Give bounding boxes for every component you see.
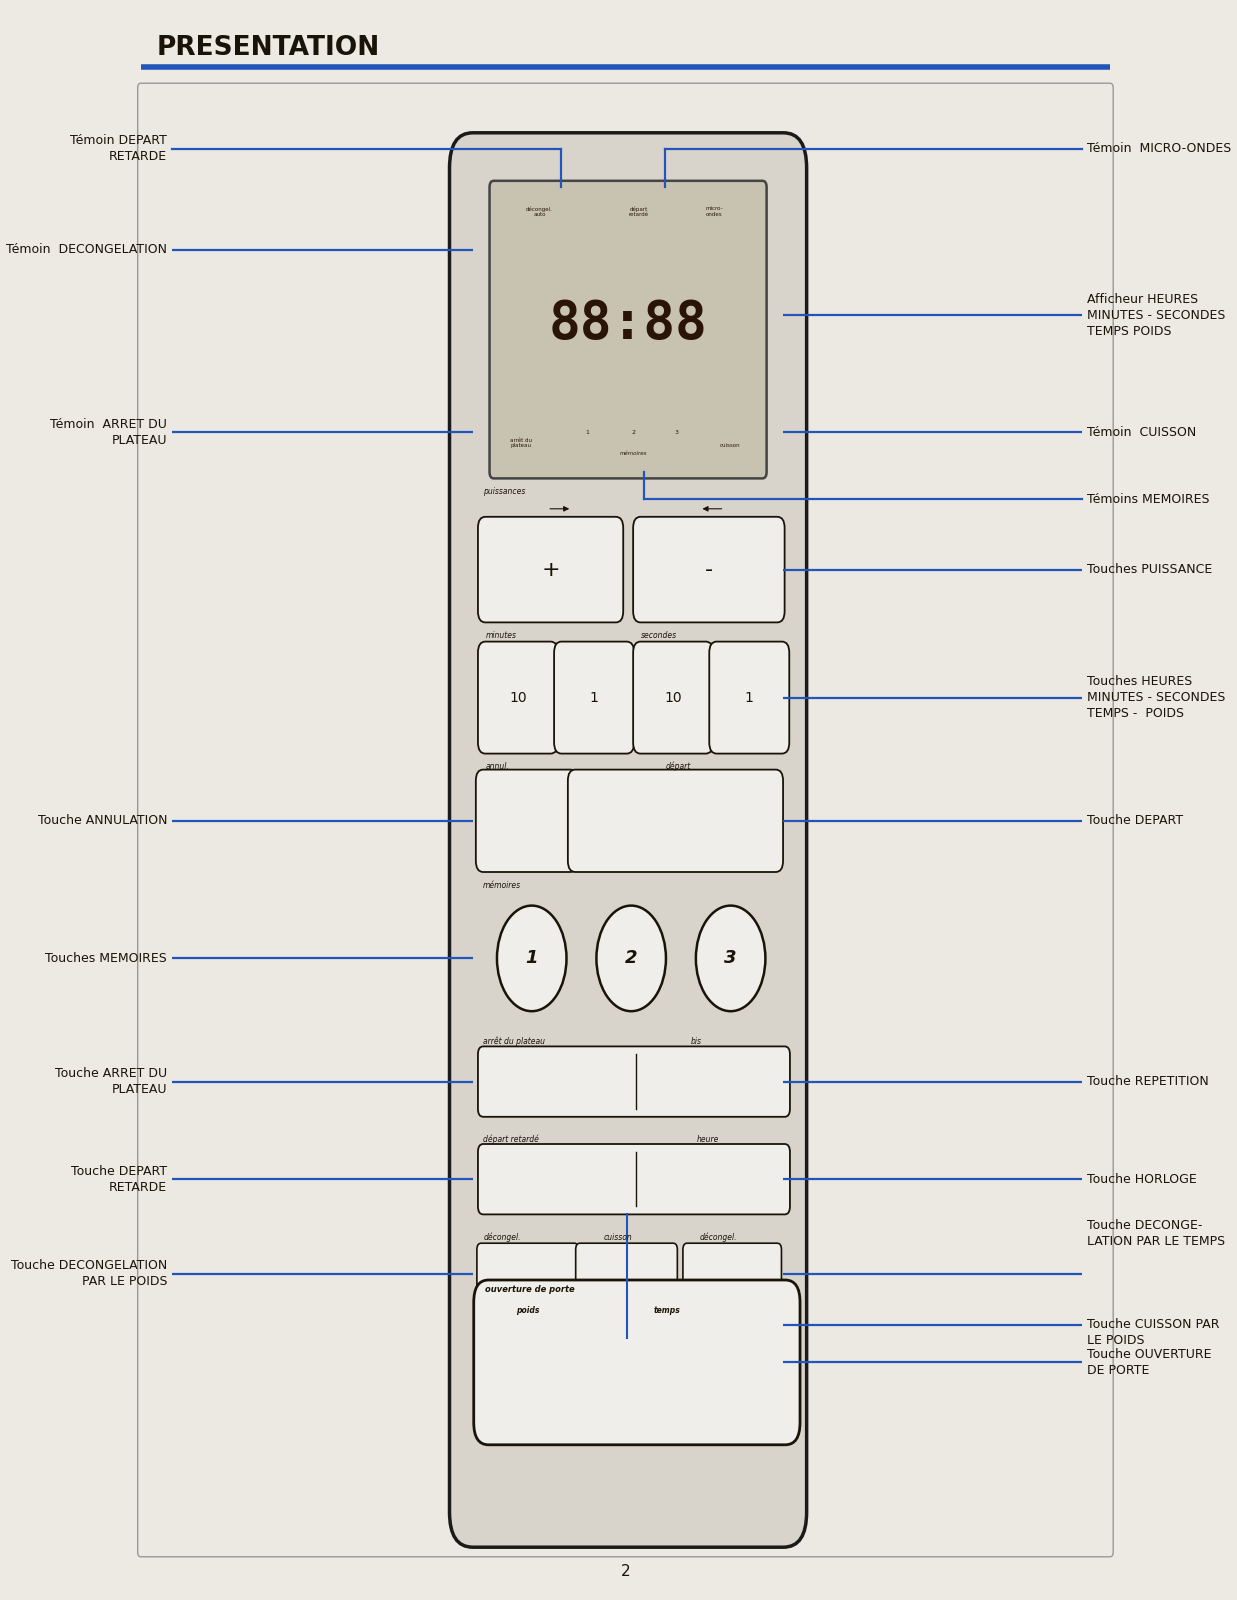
Text: Touche ANNULATION: Touche ANNULATION xyxy=(37,814,167,827)
Text: Afficheur HEURES
MINUTES - SECONDES
TEMPS POIDS: Afficheur HEURES MINUTES - SECONDES TEMP… xyxy=(1087,293,1225,338)
Text: Touche CUISSON PAR
LE POIDS: Touche CUISSON PAR LE POIDS xyxy=(1087,1318,1220,1347)
Text: 3: 3 xyxy=(674,430,678,435)
Circle shape xyxy=(497,906,567,1011)
Circle shape xyxy=(596,906,666,1011)
Text: décongel.: décongel. xyxy=(700,1232,737,1242)
Text: Témoin  MICRO-ONDES: Témoin MICRO-ONDES xyxy=(1087,142,1231,155)
FancyBboxPatch shape xyxy=(709,642,789,754)
Text: temps: temps xyxy=(653,1306,680,1315)
Text: Touche HORLOGE: Touche HORLOGE xyxy=(1087,1173,1196,1186)
Text: départ
retardé: départ retardé xyxy=(628,206,649,218)
Text: Témoin  DECONGELATION: Témoin DECONGELATION xyxy=(6,243,167,256)
FancyBboxPatch shape xyxy=(476,770,578,872)
Text: Touches MEMOIRES: Touches MEMOIRES xyxy=(46,952,167,965)
Text: 2: 2 xyxy=(625,949,637,968)
FancyBboxPatch shape xyxy=(633,517,784,622)
FancyBboxPatch shape xyxy=(477,642,558,754)
Text: mémoires: mémoires xyxy=(620,451,647,456)
Text: micro-
ondes: micro- ondes xyxy=(705,206,722,218)
Text: 88:88: 88:88 xyxy=(549,298,708,350)
FancyBboxPatch shape xyxy=(477,517,623,622)
Text: Touches HEURES
MINUTES - SECONDES
TEMPS -  POIDS: Touches HEURES MINUTES - SECONDES TEMPS … xyxy=(1087,675,1225,720)
Text: arrêt du
plateau: arrêt du plateau xyxy=(510,438,532,448)
Text: 10: 10 xyxy=(510,691,527,704)
Text: puissances: puissances xyxy=(484,486,526,496)
Text: poids: poids xyxy=(516,1306,539,1315)
Text: 1: 1 xyxy=(526,949,538,968)
Text: -: - xyxy=(705,560,713,579)
Text: décongel.
auto: décongel. auto xyxy=(526,206,553,218)
Text: départ: départ xyxy=(666,762,690,771)
Text: arrêt du plateau: arrêt du plateau xyxy=(484,1037,546,1046)
Text: ouverture de porte: ouverture de porte xyxy=(485,1285,575,1294)
Text: heure: heure xyxy=(696,1134,719,1144)
Text: PRESENTATION: PRESENTATION xyxy=(157,35,380,61)
Text: bis: bis xyxy=(690,1037,701,1046)
FancyBboxPatch shape xyxy=(633,642,714,754)
Text: 10: 10 xyxy=(664,691,682,704)
FancyBboxPatch shape xyxy=(477,1243,579,1304)
Text: cuisson: cuisson xyxy=(604,1232,632,1242)
Text: 2: 2 xyxy=(631,430,636,435)
FancyBboxPatch shape xyxy=(477,1046,790,1117)
Text: décongel.: décongel. xyxy=(484,1232,521,1242)
Text: départ retardé: départ retardé xyxy=(484,1134,539,1144)
Text: Touche OUVERTURE
DE PORTE: Touche OUVERTURE DE PORTE xyxy=(1087,1347,1211,1378)
FancyBboxPatch shape xyxy=(449,133,807,1547)
Text: cuisson: cuisson xyxy=(720,443,741,448)
Text: 1: 1 xyxy=(586,430,590,435)
Text: Touches PUISSANCE: Touches PUISSANCE xyxy=(1087,563,1212,576)
Text: 2: 2 xyxy=(621,1563,630,1579)
Text: 1: 1 xyxy=(745,691,753,704)
Text: Touche REPETITION: Touche REPETITION xyxy=(1087,1075,1209,1088)
FancyBboxPatch shape xyxy=(575,1243,678,1304)
Text: Touche DEPART
RETARDE: Touche DEPART RETARDE xyxy=(71,1165,167,1194)
Text: secondes: secondes xyxy=(641,630,677,640)
Text: 3: 3 xyxy=(725,949,737,968)
Text: Touche ARRET DU
PLATEAU: Touche ARRET DU PLATEAU xyxy=(54,1067,167,1096)
Circle shape xyxy=(696,906,766,1011)
Text: Témoins MEMOIRES: Témoins MEMOIRES xyxy=(1087,493,1210,506)
FancyBboxPatch shape xyxy=(137,83,1113,1557)
Text: Témoin  ARRET DU
PLATEAU: Témoin ARRET DU PLATEAU xyxy=(51,418,167,446)
FancyBboxPatch shape xyxy=(568,770,783,872)
FancyBboxPatch shape xyxy=(490,181,767,478)
Text: Touche DECONGE-
LATION PAR LE TEMPS: Touche DECONGE- LATION PAR LE TEMPS xyxy=(1087,1219,1225,1248)
FancyBboxPatch shape xyxy=(683,1243,782,1304)
Text: Témoin DEPART
RETARDE: Témoin DEPART RETARDE xyxy=(71,134,167,163)
FancyBboxPatch shape xyxy=(474,1280,800,1445)
Text: annul.: annul. xyxy=(485,762,510,771)
Text: mémoires: mémoires xyxy=(484,880,521,890)
Text: Touche DEPART: Touche DEPART xyxy=(1087,814,1183,827)
Text: 1: 1 xyxy=(590,691,599,704)
FancyBboxPatch shape xyxy=(554,642,635,754)
FancyBboxPatch shape xyxy=(477,1144,790,1214)
Text: Touche DECONGELATION
PAR LE POIDS: Touche DECONGELATION PAR LE POIDS xyxy=(11,1259,167,1288)
Text: +: + xyxy=(542,560,560,579)
Text: Témoin  CUISSON: Témoin CUISSON xyxy=(1087,426,1196,438)
Text: minutes: minutes xyxy=(485,630,516,640)
